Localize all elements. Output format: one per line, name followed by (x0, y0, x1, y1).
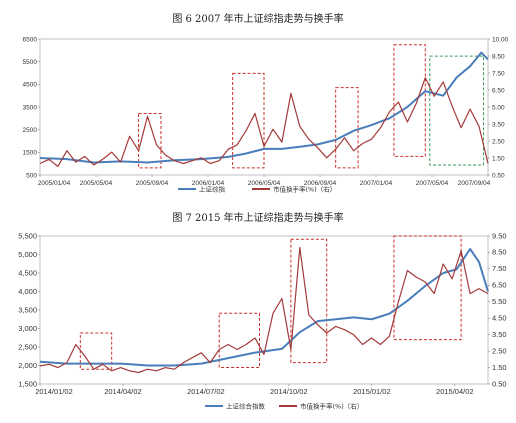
series-line-turnover (39, 77, 489, 167)
legend: 上证综合指数 市值换手率(%)（右） (205, 402, 363, 411)
y-right-tick-label: 5.50 (492, 297, 507, 306)
y-right-tick-label: 4.50 (492, 314, 507, 323)
y-right-tick-label: 2.50 (492, 346, 507, 355)
chart-2007: 图 6 2007 年市上证综指走势与换手率 6500 5500 4500 3500 25… (23, 12, 509, 194)
y-left-tick-label: 5,500 (18, 231, 37, 240)
x-tick-label: 2005/09/04 (136, 180, 169, 187)
y-left-tick-label: 3,500 (18, 305, 37, 314)
legend-label-turnover: 市值换手率(%)（右） (273, 185, 336, 194)
annotation-boxes (138, 44, 485, 169)
y-left-tick-label: 4500 (23, 82, 38, 89)
y-left-tick-label: 4,500 (18, 268, 37, 277)
y-right-tick-label: 1.50 (492, 155, 505, 162)
series-lines (39, 51, 489, 167)
x-tick-label: 2005/01/04 (38, 180, 71, 187)
red-dashed-box (393, 235, 462, 341)
chart-title: 图 6 2007 年市上证综指走势与换手率 (172, 12, 343, 25)
y-right-tick-label: 6.50 (492, 87, 505, 94)
red-dashed-box (335, 87, 359, 169)
y-right-tick-label: 3.50 (492, 330, 507, 339)
x-tick-label: 2015/04/02 (436, 387, 474, 396)
y-left-tick-label: 5,000 (18, 250, 37, 259)
y-right-tick-label: 8.50 (492, 53, 505, 60)
x-tick-label: 2007/09/04 (458, 180, 491, 187)
legend: 上证综指 市值换手率(%)（右） (178, 185, 336, 194)
y-right-tick-label: 7.50 (492, 264, 507, 273)
red-dashed-box (138, 112, 162, 169)
legend-label-index: 上证综合指数 (226, 402, 266, 411)
red-dashed-box (393, 44, 426, 157)
y-left-tick-label: 1500 (23, 150, 38, 157)
green-dashed-box (429, 55, 485, 166)
x-ticks: 2014/01/02 2014/04/02 2014/07/02 2014/10/02… (35, 384, 474, 396)
x-tick-label: 2006/05/04 (248, 180, 281, 187)
x-tick-label: 2014/10/02 (270, 387, 308, 396)
y-right-tick-label: 2.50 (492, 138, 505, 145)
series-line-turnover (39, 246, 489, 374)
x-tick-label: 2006/09/04 (304, 180, 337, 187)
legend-label-turnover: 市值换手率(%)（右） (300, 402, 363, 411)
y-right-tick-label: 10.00 (492, 36, 509, 43)
x-ticks: 2005/01/04 2005/05/04 2005/09/04 2006/01/04… (38, 175, 491, 187)
y-left-tick-label: 500 (26, 172, 37, 179)
red-dashed-box (290, 238, 328, 364)
y-right-tick-label: 1.50 (492, 363, 507, 372)
chart-title: 图 7 2015 年市上证综指走势与换手率 (172, 211, 343, 224)
y-left-tick-label: 4,000 (18, 287, 37, 296)
y-right-tick-label: 5.00 (492, 104, 505, 111)
y-left-tick-label: 2500 (23, 127, 38, 134)
y-left-tick-label: 2,000 (18, 361, 37, 370)
series-lines (39, 246, 489, 374)
y-right-tick-label: 3.50 (492, 121, 505, 128)
legend-label-index: 上证综指 (199, 185, 226, 194)
y-right-ticks: 10.00 8.50 7.50 6.50 5.00 3.50 2.50 1.50 0.50 (488, 36, 509, 179)
series-line-index (39, 51, 489, 164)
y-right-ticks: 9.50 8.50 7.50 6.50 5.50 4.50 3.50 2.50 1.50 0.50 (488, 231, 507, 388)
y-left-ticks: 6500 5500 4500 3500 2500 1500 500 (23, 36, 40, 179)
x-tick-label: 2014/07/02 (187, 387, 225, 396)
y-left-tick-label: 5500 (23, 59, 38, 66)
series-line-index (39, 248, 489, 367)
y-right-tick-label: 8.50 (492, 248, 507, 257)
y-left-tick-label: 6500 (23, 36, 38, 43)
y-left-ticks: 5,500 5,000 4,500 4,000 3,500 3,000 2,500 2,000… (18, 231, 40, 388)
chart-2015: 图 7 2015 年市上证综指走势与换手率 5,500 5,000 4,500 4,0… (18, 211, 506, 411)
y-left-tick-label: 2,500 (18, 342, 37, 351)
red-dashed-box (232, 72, 265, 169)
y-right-tick-label: 0.50 (492, 172, 505, 179)
y-right-tick-label: 0.50 (492, 379, 507, 388)
plot-frame (39, 235, 489, 385)
x-tick-label: 2014/01/02 (35, 387, 73, 396)
y-left-tick-label: 1,500 (18, 379, 37, 388)
x-tick-label: 2006/01/04 (192, 180, 225, 187)
y-left-tick-label: 3,000 (18, 324, 37, 333)
x-tick-label: 2007/05/04 (416, 180, 449, 187)
y-right-tick-label: 9.50 (492, 231, 507, 240)
y-left-tick-label: 3500 (23, 104, 38, 111)
y-right-tick-label: 7.50 (492, 70, 505, 77)
x-tick-label: 2007/01/04 (360, 180, 393, 187)
x-tick-label: 2015/01/02 (353, 387, 391, 396)
y-right-tick-label: 6.50 (492, 281, 507, 290)
x-tick-label: 2005/05/04 (80, 180, 113, 187)
x-tick-label: 2014/04/02 (104, 387, 142, 396)
red-dashed-box (218, 312, 261, 369)
